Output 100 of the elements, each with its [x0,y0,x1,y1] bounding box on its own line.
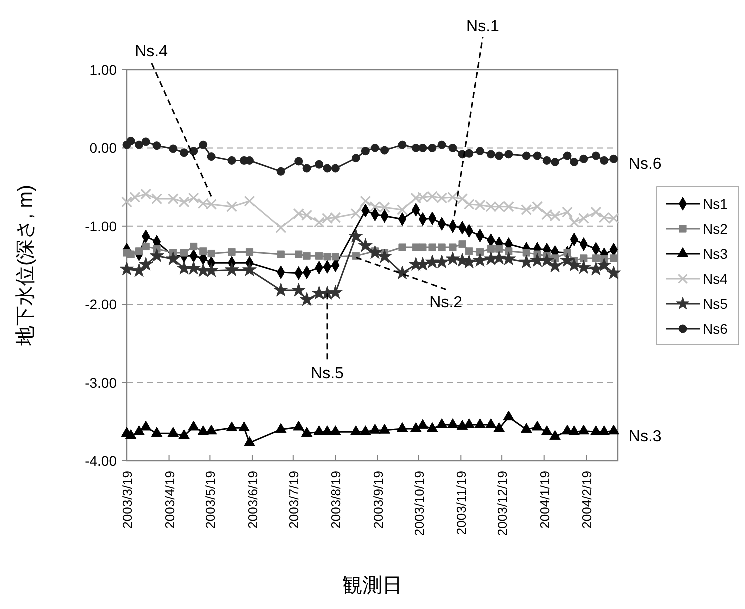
point [568,216,580,228]
point [410,422,422,432]
point [330,426,342,436]
point [438,244,446,252]
point [332,253,340,261]
point [274,282,288,297]
point [540,253,554,267]
point [190,242,198,251]
point [152,142,162,150]
x-tick-label: 2003/3/19 [120,471,135,529]
y-tick-label: -1.00 [85,218,118,234]
point [314,216,325,228]
y-tick-label: 0.00 [90,140,118,156]
point [503,410,515,421]
x-tick-label: 2003/6/19 [245,471,260,529]
point [328,285,343,300]
point [276,167,286,176]
point [578,424,590,435]
point [348,229,364,243]
point [522,152,531,160]
point [398,244,406,252]
point [316,252,324,260]
point [533,152,542,160]
point [242,262,257,276]
y-tick-label: -2.00 [85,296,118,313]
point [530,253,545,267]
point [315,160,324,169]
point [486,418,497,428]
point [551,158,560,167]
point [244,196,256,207]
point [417,419,429,430]
point [541,426,553,436]
point [199,140,208,150]
point [228,156,236,165]
point [228,248,236,256]
point [190,147,198,156]
point [188,420,200,431]
point [238,422,250,432]
point [434,254,450,269]
point [438,140,446,150]
x-tick-label: 2003/8/19 [328,471,344,529]
annotation: Ns.3 [628,428,662,446]
point [520,423,532,434]
point [473,253,488,267]
point [592,254,600,262]
point [140,420,152,431]
point [226,422,238,432]
annotation: Ns.1 [466,18,500,36]
legend-label: Ns1 [703,196,728,212]
x-tick-label: 2003/5/19 [203,471,218,529]
point [578,213,590,224]
point [379,424,390,434]
annotation: Ns.5 [311,366,344,383]
x-axis-title: 観測日 [342,575,402,597]
point [244,436,256,446]
point [494,422,505,432]
point [496,245,504,253]
point [412,144,420,152]
point [200,248,208,256]
point [324,253,332,261]
point [428,144,437,152]
point [166,252,181,266]
x-tick-label: 2003/12/19 [495,471,510,536]
point [610,154,618,164]
point [428,244,436,252]
point [580,154,588,164]
point [396,204,408,216]
point [188,192,200,204]
x-tick-label: 2003/11/19 [454,471,470,536]
point [125,430,137,440]
point [350,426,362,436]
point [314,426,325,436]
point [126,136,136,146]
point [132,263,146,278]
point [495,152,504,160]
point [358,238,373,252]
point [532,420,544,431]
point [608,424,620,435]
point [350,208,362,220]
point [180,148,189,158]
point [436,418,448,428]
point [134,426,145,436]
point [295,250,303,258]
point [301,427,313,437]
point [370,144,380,152]
y-tick-label: -4.00 [85,453,118,469]
point [135,248,144,256]
point [138,257,154,271]
point [592,152,600,160]
point [331,164,340,173]
x-tick-label: 2004/1/19 [537,471,552,529]
point [465,149,474,158]
point [198,426,209,436]
point [303,252,311,260]
legend-label: Ns4 [703,271,728,287]
point [277,250,285,258]
point [151,194,163,205]
y-axis-title: 地下水位(深さ, m) [15,184,37,348]
point [398,140,407,150]
point [294,157,304,166]
